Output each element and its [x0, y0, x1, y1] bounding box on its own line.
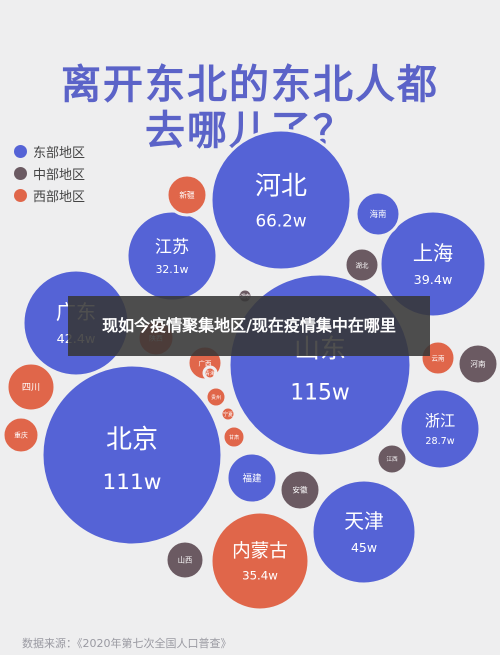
bubble-name-label: 河南	[470, 359, 486, 369]
bubble-8: 浙江 28.7w	[398, 387, 482, 471]
bubble-20: 重庆	[1, 415, 41, 455]
legend-swatch-east	[14, 144, 27, 158]
bubble-10: 海南	[354, 190, 402, 238]
bubble-26: 青海	[202, 365, 218, 381]
bubble-circle	[5, 361, 57, 413]
bubble-value-label: 111w	[103, 470, 162, 495]
bubble-name-label: 湖北	[356, 260, 369, 269]
bubble-value-label: 66.2w	[255, 211, 306, 231]
bubble-17: 新疆	[165, 173, 209, 217]
bubble-name-label: 海南	[370, 209, 387, 219]
bubble-circle	[164, 539, 206, 581]
bubble-circle	[202, 365, 218, 381]
bubble-value-label: 39.4w	[414, 272, 453, 287]
legend-item-central: 中部地区	[14, 162, 85, 184]
bubble-circle	[398, 387, 482, 471]
bubble-2: 河北 66.2w	[209, 128, 353, 272]
bubble-name-label: 江西	[386, 456, 398, 463]
bubble-name-label: 河北	[255, 171, 307, 201]
legend-label-east: 东部地区	[33, 145, 86, 161]
bubble-name-label: 安徽	[292, 485, 308, 495]
bubble-circle	[278, 468, 322, 512]
bubble-circle	[354, 190, 402, 238]
bubble-value-label: 45w	[351, 540, 377, 555]
bubble-name-label: 上海	[413, 241, 453, 265]
bubble-circle	[40, 363, 224, 547]
bubble-circle	[1, 415, 41, 455]
bubble-name-label: 重庆	[14, 430, 28, 439]
chart-title-line-1: 离开东北的东北人都	[61, 62, 439, 108]
bubble-value-label: 35.4w	[242, 569, 278, 583]
bubble-circle	[165, 173, 209, 217]
bubble-14: 江西	[375, 442, 409, 476]
bubble-12: 湖北	[343, 246, 381, 284]
bubble-value-label: 115w	[290, 381, 350, 406]
bubble-name-label: 天津	[344, 510, 384, 533]
bubble-19: 四川	[5, 361, 57, 413]
data-source: 数据来源：《2020年第七次全国人口普查》	[22, 637, 232, 650]
bubble-value-label: 32.1w	[156, 263, 189, 276]
bubble-7: 江苏 32.1w	[125, 209, 219, 303]
bubble-23: 贵州	[204, 385, 228, 409]
legend-swatch-west	[14, 188, 27, 202]
bubble-circle	[375, 442, 409, 476]
bubble-value-label: 28.7w	[425, 436, 454, 447]
bubble-1: 北京 111w	[40, 363, 224, 547]
bubble-circle	[456, 342, 500, 386]
bubble-name-label: 甘肃	[229, 434, 239, 441]
bubble-11: 安徽	[278, 468, 322, 512]
bubble-name-label: 内蒙古	[232, 541, 288, 562]
bubble-name-label: 山西	[178, 556, 192, 565]
bubble-name-label: 宁夏	[223, 411, 233, 418]
bubble-9: 福建	[225, 451, 279, 505]
legend-swatch-central	[14, 166, 27, 180]
bubble-circle	[219, 405, 237, 423]
bubble-15: 山西	[164, 539, 206, 581]
bubble-name-label: 浙江	[425, 412, 455, 430]
bubble-circle	[221, 424, 247, 450]
legend-item-west: 西部地区	[14, 184, 85, 206]
bubble-circle	[310, 478, 418, 586]
bubble-name-label: 新疆	[179, 190, 195, 200]
bubble-name-label: 江苏	[155, 237, 189, 257]
caption-overlay: 现如今疫情聚集地区/现在疫情集中在哪里	[68, 296, 430, 356]
legend-label-west: 西部地区	[33, 189, 86, 205]
caption-text: 现如今疫情聚集地区/现在疫情集中在哪里	[102, 316, 396, 335]
bubble-circle	[204, 385, 228, 409]
bubble-circle	[343, 246, 381, 284]
bubble-6: 内蒙古 35.4w	[209, 510, 311, 612]
bubble-24: 宁夏	[219, 405, 237, 423]
bubble-name-label: 福建	[242, 472, 262, 484]
bubble-circle	[209, 128, 353, 272]
bubble-13: 河南	[456, 342, 500, 386]
legend: 东部地区 中部地区 西部地区	[14, 140, 85, 206]
bubble-name-label: 广西	[199, 358, 212, 367]
bubble-25: 甘肃	[221, 424, 247, 450]
bubble-name-label: 青海	[205, 370, 215, 377]
legend-item-east: 东部地区	[14, 140, 85, 162]
bubble-circle	[225, 451, 279, 505]
bubble-circle	[209, 510, 311, 612]
legend-label-central: 中部地区	[33, 167, 86, 183]
bubble-name-label: 贵州	[211, 394, 221, 401]
bubble-name-label: 云南	[432, 353, 445, 362]
bubble-name-label: 北京	[106, 425, 158, 455]
bubble-3: 天津 45w	[310, 478, 418, 586]
bubble-name-label: 四川	[22, 383, 40, 393]
